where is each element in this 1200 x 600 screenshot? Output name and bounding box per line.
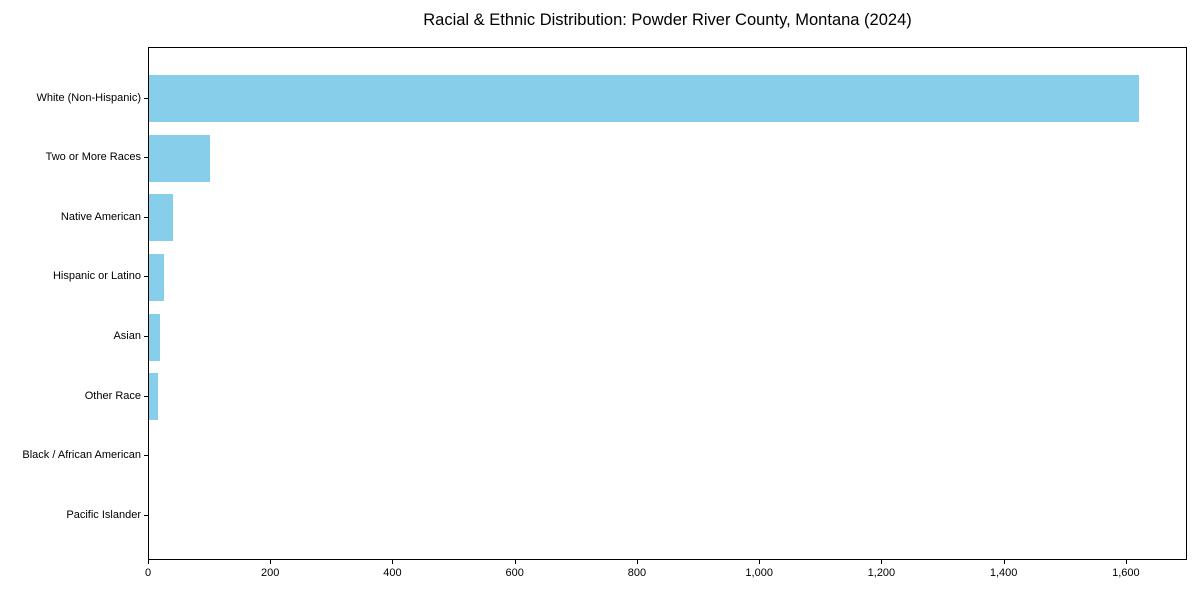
y-axis-tick <box>144 395 148 397</box>
x-axis-tick <box>392 560 394 564</box>
x-axis-label: 1,200 <box>867 567 896 579</box>
y-axis-label: Native American <box>60 210 141 223</box>
y-axis-label: White (Non-Hispanic) <box>36 91 141 104</box>
y-axis-tick <box>144 276 148 278</box>
y-axis-tick <box>144 216 148 218</box>
x-axis-tick <box>1003 560 1005 564</box>
y-axis-tick <box>144 336 148 338</box>
y-axis-label: Asian <box>113 330 141 343</box>
y-axis-tick <box>144 157 148 159</box>
plot-area <box>148 47 1187 560</box>
bar-asian <box>149 313 160 361</box>
x-axis-label: 1,600 <box>1112 567 1140 579</box>
bar-hispanic-or-latino <box>149 253 165 301</box>
x-axis-label: 600 <box>505 567 524 579</box>
bar-native-american <box>149 194 174 242</box>
x-axis-label: 200 <box>261 567 280 579</box>
x-axis-label: 0 <box>144 567 152 579</box>
y-axis-tick <box>144 97 148 99</box>
x-axis-tick <box>881 560 883 564</box>
x-axis-label: 800 <box>627 567 647 579</box>
y-axis-label: Black / African American <box>22 449 141 462</box>
y-axis-label: Other Race <box>84 389 141 402</box>
bar-two-or-more-races <box>149 134 211 182</box>
x-axis-label: 1,400 <box>989 567 1018 579</box>
x-axis-tick <box>1125 560 1127 564</box>
y-axis-label: Hispanic or Latino <box>52 270 141 283</box>
y-axis-tick <box>144 455 148 457</box>
x-axis-label: 1,000 <box>745 567 773 579</box>
y-axis-tick <box>144 514 148 516</box>
x-axis-tick <box>514 560 516 564</box>
x-axis-tick <box>636 560 638 564</box>
y-axis-label: Pacific Islander <box>66 508 141 521</box>
x-axis-label: 400 <box>383 567 402 579</box>
chart-title: Racial & Ethnic Distribution: Powder Riv… <box>423 11 912 29</box>
x-axis-tick <box>270 560 272 564</box>
y-axis-label: Two or More Races <box>45 151 141 164</box>
bar-white-non-hispanic <box>149 75 1140 122</box>
x-axis-tick <box>759 560 761 564</box>
x-axis-tick <box>148 560 149 564</box>
bar-other-race <box>149 373 159 421</box>
